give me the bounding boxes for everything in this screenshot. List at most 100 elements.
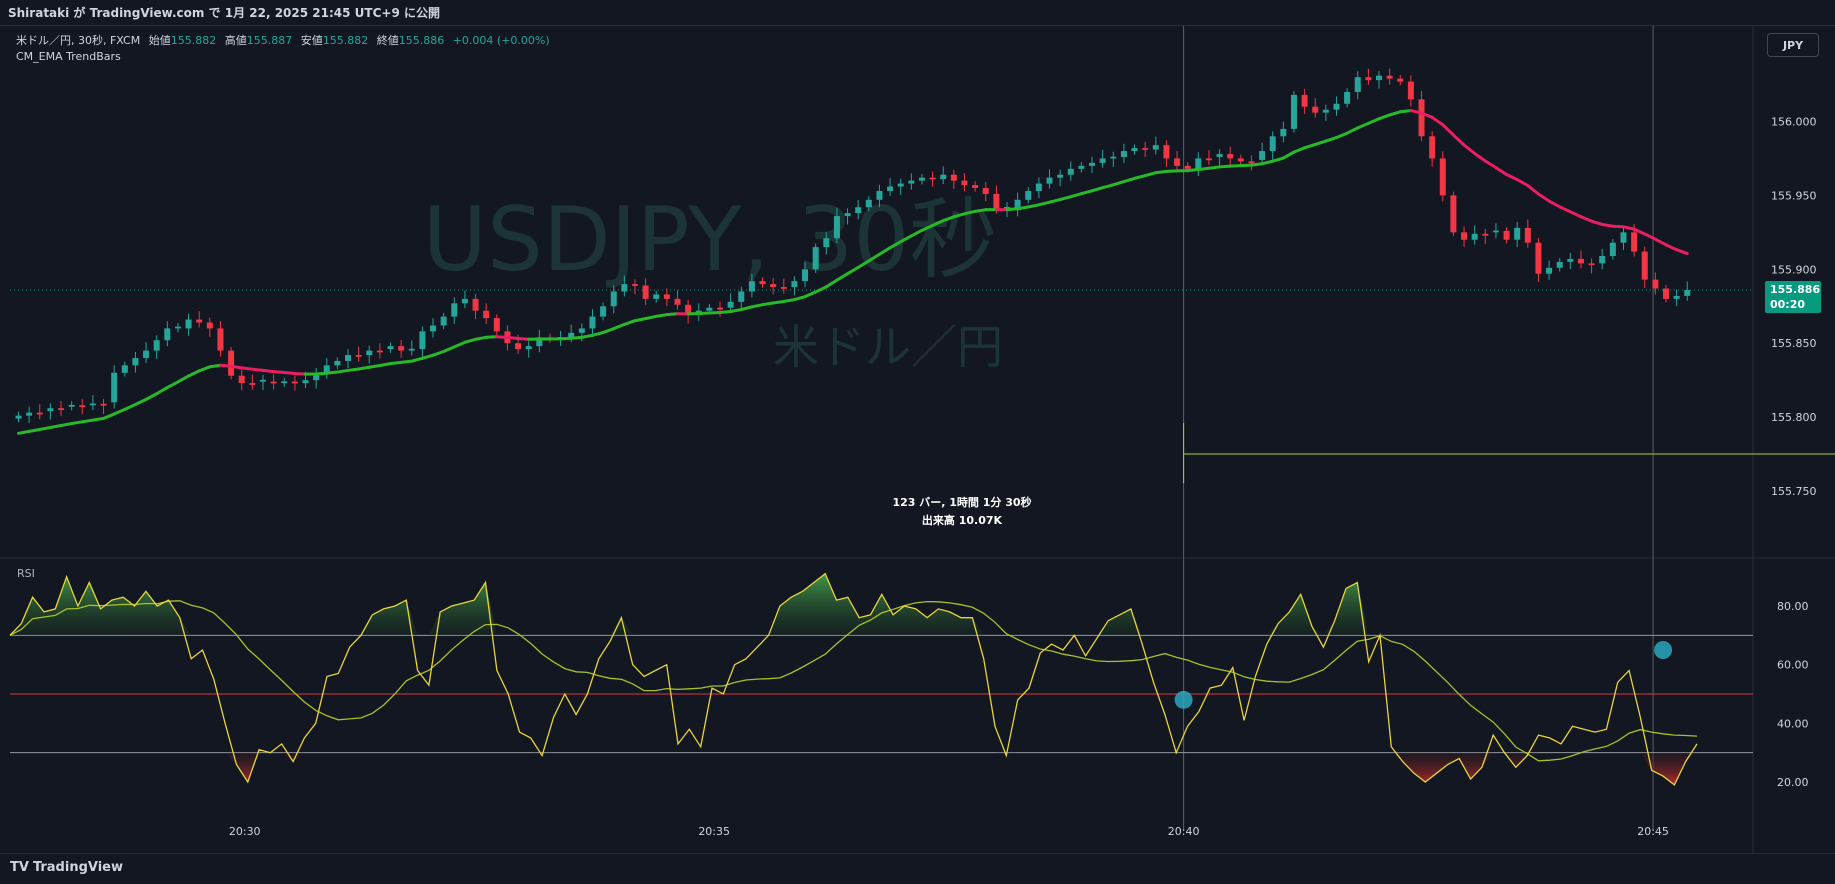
ema-segment — [1209, 167, 1220, 168]
rsi-tick-label: 80.00 — [1777, 600, 1809, 613]
legend-indicator[interactable]: CM_EMA TrendBars — [16, 49, 555, 65]
candle-body — [1238, 158, 1244, 161]
time-tick-label: 20:45 — [1637, 825, 1669, 838]
rsi-overbought-fill — [10, 574, 1697, 636]
candle-body — [951, 175, 957, 181]
rsi-cross-marker — [1175, 691, 1193, 709]
ema-segment — [1570, 212, 1581, 217]
ema-segment — [731, 310, 742, 312]
ema-segment — [1103, 185, 1114, 188]
ema-segment — [656, 315, 667, 317]
candle-body — [1567, 259, 1573, 262]
ema-segment — [1655, 239, 1666, 245]
candle-body — [1482, 234, 1488, 236]
ema-segment — [752, 305, 763, 307]
candle-body — [249, 383, 255, 385]
legend-low-label: 安値 — [301, 34, 323, 47]
candle-body — [589, 317, 595, 329]
candle-body — [1504, 231, 1510, 240]
candle-body — [781, 287, 787, 289]
rsi-title[interactable]: RSI — [17, 567, 35, 580]
candle-body — [1270, 136, 1276, 151]
candle-body — [1525, 228, 1531, 243]
ema-segment — [422, 355, 433, 358]
measure-volume: 出来高 10.07K — [842, 512, 1082, 530]
ema-segment — [1198, 168, 1209, 169]
currency-button[interactable]: JPY — [1767, 33, 1819, 57]
candle-body — [1663, 289, 1669, 299]
ema-segment — [486, 337, 497, 338]
candle-body — [738, 291, 744, 301]
ema-segment — [1124, 178, 1135, 181]
candle-body — [356, 355, 362, 357]
candle-body — [1025, 191, 1031, 200]
ema-segment — [646, 316, 657, 318]
candle-body — [1047, 178, 1053, 184]
candle-body — [1440, 158, 1446, 195]
candle-body — [1557, 262, 1563, 268]
ema-segment — [1220, 166, 1231, 167]
candle-body — [377, 351, 383, 353]
candle-body — [749, 281, 755, 291]
legend-high: 155.887 — [247, 34, 293, 47]
chart-canvas[interactable]: USDJPY, 30秒 米ドル／円 156.000155.950155.9001… — [0, 26, 1835, 853]
candle-body — [260, 380, 266, 382]
candle-body — [228, 351, 234, 376]
candle-body — [898, 184, 904, 187]
ema-segment — [1326, 138, 1337, 142]
ema-segment — [1145, 173, 1156, 176]
ema-segment — [571, 337, 582, 338]
candle-body — [1089, 163, 1095, 166]
candle-body — [1472, 234, 1478, 240]
candle-body — [1493, 231, 1499, 233]
ema-segment — [1666, 245, 1677, 250]
ema-segment — [178, 376, 189, 382]
ema-segment — [1517, 180, 1528, 186]
candle-body — [1302, 95, 1308, 107]
candle-body — [845, 213, 851, 216]
ema-segment — [284, 373, 295, 374]
candle-body — [611, 291, 617, 306]
rsi-pane — [10, 574, 1835, 785]
legend-open-label: 始値 — [149, 34, 171, 47]
measure-tool[interactable] — [1184, 423, 1835, 483]
ema-segment — [61, 424, 72, 426]
ema-segment — [784, 300, 795, 302]
ema-segment — [252, 369, 263, 370]
candle-body — [1078, 166, 1084, 169]
ema-segment — [1677, 250, 1688, 254]
ema-segment — [1007, 209, 1018, 210]
ema-segment — [444, 347, 455, 352]
candle-body — [1642, 252, 1648, 280]
ema-segment — [433, 351, 444, 355]
candle-body — [972, 185, 978, 188]
candle-body — [1546, 268, 1552, 274]
candle-body — [1344, 92, 1350, 104]
ema-segment — [1060, 197, 1071, 200]
candle-body — [1365, 77, 1371, 80]
ema-segment — [1241, 165, 1252, 166]
ema-segment — [1166, 171, 1177, 172]
candle-body — [1195, 158, 1201, 168]
candle-body — [494, 318, 500, 331]
ema-segment — [50, 425, 61, 427]
ema-segment — [1347, 128, 1358, 133]
candle-body — [1057, 175, 1063, 178]
grid-layer — [0, 26, 1835, 853]
ema-segment — [1018, 207, 1029, 209]
watermark-symbol: USDJPY, 30秒 — [423, 188, 998, 291]
candle-body — [1684, 290, 1690, 296]
ema-segment — [1613, 226, 1624, 227]
candle-body — [217, 328, 223, 350]
ema-segment — [699, 313, 710, 314]
vertical-lines — [1184, 26, 1835, 830]
candle-body — [47, 408, 53, 411]
legend-change: +0.004 (+0.00%) — [453, 34, 550, 47]
ema-segment — [412, 358, 423, 361]
candle-body — [706, 308, 712, 311]
candle-body — [69, 405, 75, 407]
ema-segment — [497, 337, 508, 338]
ema-segment — [1273, 158, 1284, 161]
publish-title: Shirataki が TradingView.com で 1月 22, 202… — [8, 6, 440, 20]
